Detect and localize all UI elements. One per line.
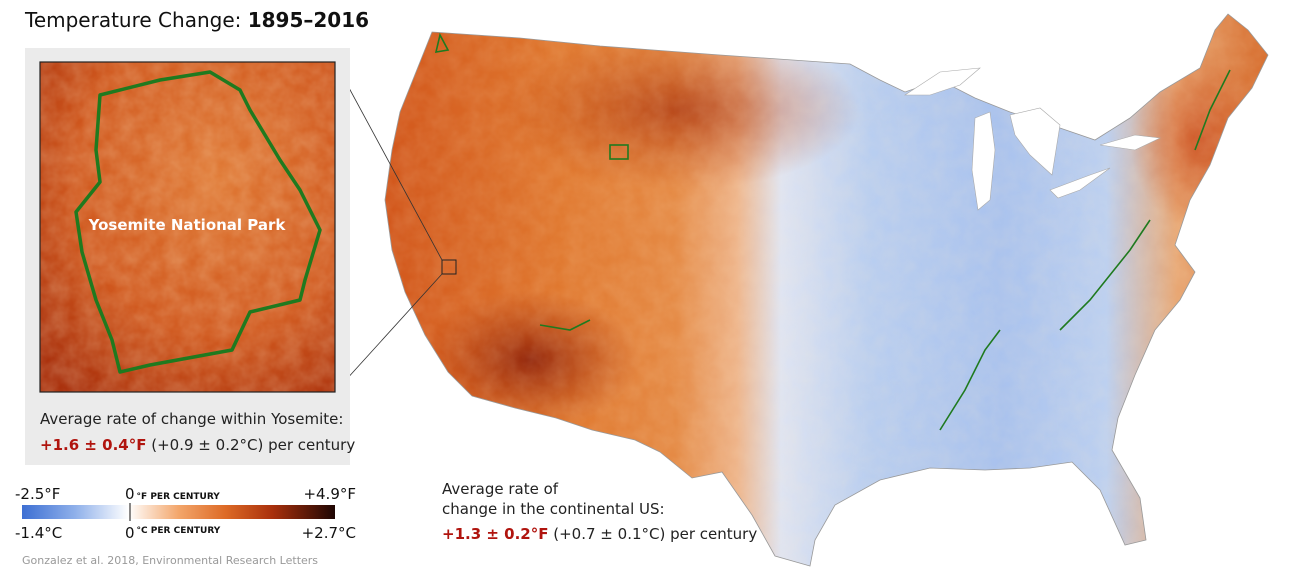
legend-zero-f: 0 °F PER CENTURY [125,485,220,503]
park-line [434,32,450,53]
legend-zero-c: 0 °C PER CENTURY [125,524,221,542]
park-line [1059,219,1151,331]
title-years: 1895–2016 [248,8,369,32]
legend-max-c: +2.7°C [302,524,356,542]
source: Gonzalez et al. 2018, Environmental Rese… [22,554,318,567]
connector-line [334,273,443,393]
title: Temperature Change: 1895–2016 [24,8,369,32]
great-lakes [903,67,1162,211]
park-line [609,144,629,160]
inset-texture [40,62,335,392]
lake-michigan [971,111,996,211]
inset-map: Yosemite National Park [39,61,336,393]
legend-max-f: +4.9°F [303,485,356,503]
lake-huron [1009,107,1061,176]
yosemite-locator [441,259,457,275]
us-rate-c: (+0.7 ± 0.1°C) per century [553,525,757,543]
park-label: Yosemite National Park [88,216,287,234]
park-line [939,329,1001,431]
inset-frame [39,61,336,393]
park-line [1194,69,1231,151]
legend-zero-f-value: 0 [125,485,135,503]
yosemite-boundary [74,70,322,374]
lake-superior [903,67,981,96]
inset-rate: +1.6 ± 0.4°F (+0.9 ± 0.2°C) per century [40,436,355,454]
lake-erie [1049,167,1111,199]
park-boundaries [434,32,1231,431]
color-bar [22,505,335,519]
title-prefix: Temperature Change: [24,8,241,32]
us-rate-f: +1.3 ± 0.2°F [442,525,548,543]
legend-zero-c-value: 0 [125,524,135,542]
legend-min-c: -1.4°C [15,524,62,542]
us-caption-line: Average rate of [442,480,559,498]
us-caption-line: change in the continental US: [442,500,665,518]
inset-caption: Average rate of change within Yosemite: [40,410,343,428]
legend: -2.5°F 0 °F PER CENTURY +4.9°F -1.4°C 0 °C… [15,485,356,542]
lake-ontario [1099,134,1162,151]
legend-unit-f: °F PER CENTURY [137,492,221,502]
inset-rate-f: +1.6 ± 0.4°F [40,436,146,454]
park-line [539,319,591,331]
legend-min-f: -2.5°F [15,485,60,503]
inset-rate-c: (+0.9 ± 0.2°C) per century [151,436,355,454]
legend-unit-c: °C PER CENTURY [137,526,221,536]
us-rate: +1.3 ± 0.2°F (+0.7 ± 0.1°C) per century [442,525,757,543]
connector-line [334,61,443,261]
